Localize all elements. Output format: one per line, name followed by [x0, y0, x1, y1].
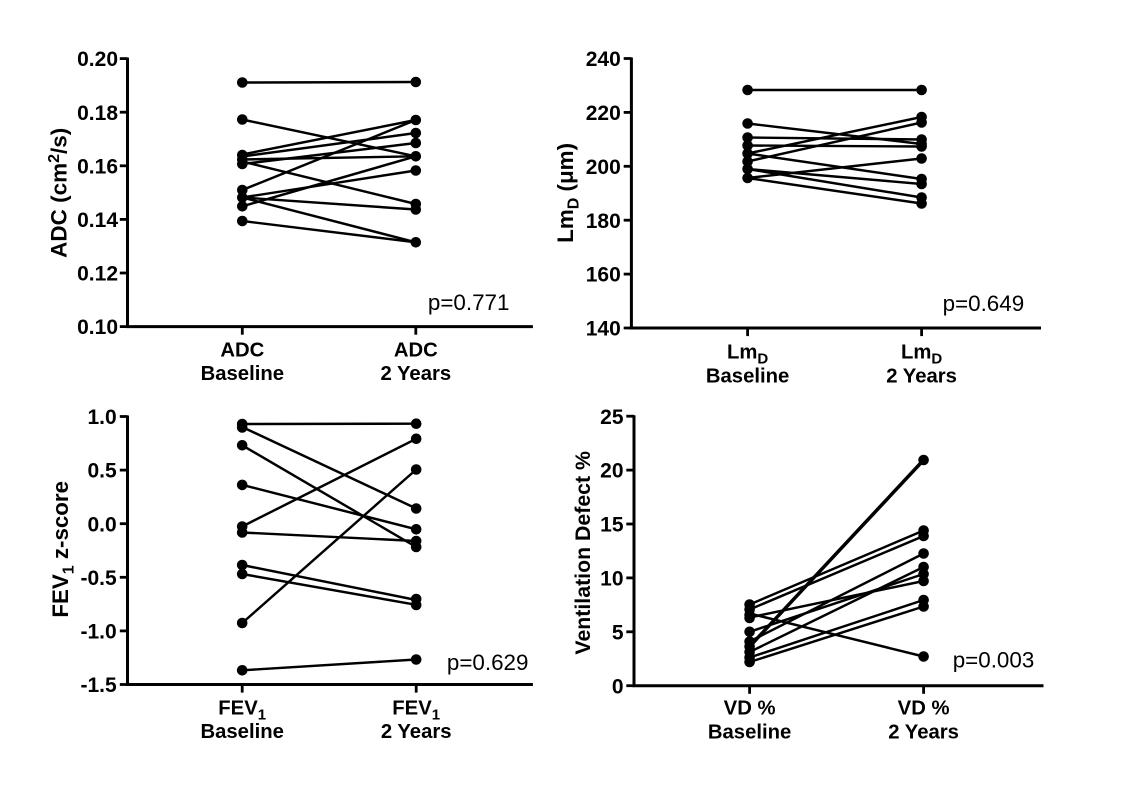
- svg-text:FEV1 z-score: FEV1 z-score: [48, 481, 78, 618]
- svg-text:200: 200: [586, 156, 621, 179]
- svg-text:240: 240: [586, 48, 621, 71]
- svg-text:-0.5: -0.5: [81, 567, 118, 590]
- svg-text:Baseline: Baseline: [708, 722, 791, 744]
- svg-text:0: 0: [612, 675, 624, 698]
- svg-text:0.16: 0.16: [77, 155, 118, 178]
- svg-text:VD %: VD %: [724, 698, 776, 720]
- svg-text:0.5: 0.5: [87, 460, 117, 483]
- svg-text:ADC: ADC: [394, 339, 438, 361]
- svg-text:Baseline: Baseline: [201, 363, 284, 385]
- svg-text:ADC: ADC: [220, 339, 264, 361]
- svg-text:-1.5: -1.5: [81, 674, 118, 697]
- svg-text:0.12: 0.12: [77, 263, 118, 286]
- svg-text:10: 10: [600, 567, 623, 590]
- svg-text:25: 25: [600, 406, 624, 429]
- svg-text:5: 5: [612, 621, 624, 644]
- svg-text:-1.0: -1.0: [81, 620, 117, 643]
- svg-text:p=0.629: p=0.629: [447, 650, 529, 675]
- svg-text:Baseline: Baseline: [200, 721, 283, 743]
- svg-text:p=0.003: p=0.003: [953, 648, 1035, 673]
- svg-text:0.18: 0.18: [77, 102, 118, 125]
- svg-text:20: 20: [600, 460, 623, 483]
- svg-text:2 Years: 2 Years: [380, 363, 451, 385]
- svg-text:160: 160: [586, 264, 621, 287]
- svg-text:VD %: VD %: [898, 698, 950, 720]
- svg-text:p=0.649: p=0.649: [943, 291, 1025, 316]
- svg-text:2 Years: 2 Years: [381, 721, 452, 743]
- svg-text:0.20: 0.20: [77, 48, 118, 71]
- svg-text:2 Years: 2 Years: [888, 722, 959, 744]
- svg-text:LmD (μm): LmD (μm): [553, 143, 583, 243]
- svg-text:140: 140: [586, 318, 621, 341]
- svg-text:LmD: LmD: [901, 341, 942, 367]
- svg-text:Ventilation Defect %: Ventilation Defect %: [571, 451, 595, 655]
- svg-text:15: 15: [600, 514, 624, 537]
- svg-text:ADC (cm2/s): ADC (cm2/s): [46, 128, 72, 258]
- svg-text:FEV1: FEV1: [218, 697, 266, 723]
- svg-text:Baseline: Baseline: [706, 365, 789, 387]
- svg-text:180: 180: [586, 210, 621, 233]
- svg-text:0.0: 0.0: [87, 513, 116, 536]
- svg-text:220: 220: [586, 102, 621, 125]
- svg-text:2 Years: 2 Years: [886, 365, 957, 387]
- svg-text:1.0: 1.0: [87, 406, 116, 429]
- svg-text:p=0.771: p=0.771: [428, 290, 510, 315]
- svg-text:0.10: 0.10: [77, 316, 118, 339]
- svg-text:0.14: 0.14: [77, 209, 118, 232]
